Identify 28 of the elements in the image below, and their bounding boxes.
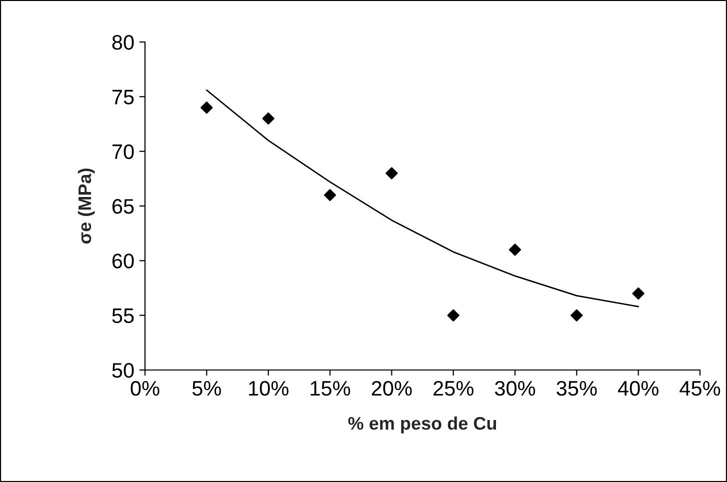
point [508,244,522,256]
x-tick-label: 20% [372,380,412,396]
x-tick-label: 25% [434,380,474,396]
point [570,309,583,322]
y-tick-label: 75 [112,90,134,104]
x-tick-label: 35% [556,380,597,396]
y-tick-label: 70 [112,144,134,160]
x-tick-label: 30% [494,380,536,396]
point [324,188,336,202]
line-series [206,89,640,308]
y-tick-label: 50 [112,363,134,378]
x-tick-label: 5% [192,381,221,396]
point [262,112,274,125]
x-tick-label: 45% [680,381,720,396]
point [386,167,398,180]
y-tick-label: 60 [112,254,134,268]
x-tick-label: 15% [310,381,350,396]
x-tick-label: 10% [249,380,288,396]
x-tick-label: 0% [130,380,160,396]
y-axis-title: σe (MPa) [78,168,95,244]
point [200,102,213,114]
x-axis-title: % em peso de Cu [348,416,496,434]
x-tick-label: 40% [618,380,658,396]
y-tick-label: 80 [112,35,134,50]
point [447,309,460,322]
y-tick-label: 65 [112,199,134,214]
point [632,287,644,300]
y-tick-label: 55 [112,308,134,324]
